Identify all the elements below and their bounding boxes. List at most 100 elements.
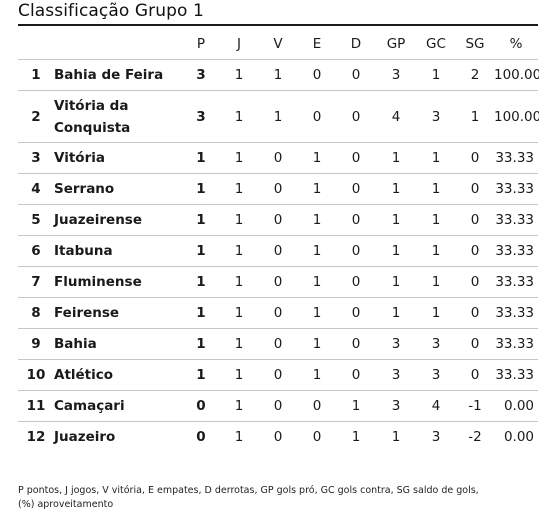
draws-cell: 0 [312,398,322,414]
percentage-cell: 33.33 [495,305,534,321]
team-name: Camaçari [54,398,125,414]
points-cell: 1 [196,212,206,228]
header-sg: SG [465,35,485,52]
losses-cell: 0 [351,305,361,321]
goal-diff-cell: 0 [470,336,480,352]
draws-cell: 0 [312,108,322,125]
goal-diff-cell: -2 [468,429,482,446]
wins-cell: 0 [273,429,283,446]
goals-for-cell: 3 [391,367,401,383]
goals-for-cell: 1 [391,181,401,197]
wins-cell: 1 [273,67,283,83]
percentage-cell: 33.33 [495,243,534,259]
table-row: 8 Feirense 1 1 0 1 0 1 1 0 33.33 [18,297,538,329]
wins-cell: 0 [273,243,283,259]
percentage-cell: 33.33 [495,181,534,197]
draws-cell: 1 [312,305,322,321]
table-row: 7 Fluminense 1 1 0 1 0 1 1 0 33.33 [18,266,538,298]
position-cell: 2 [31,108,41,125]
table-row: 2 Vitória da Conquista 3 1 1 0 0 4 3 1 1… [18,90,539,143]
points-cell: 1 [196,305,206,321]
table-title: Classificação Grupo 1 [18,1,204,21]
wins-cell: 1 [273,108,283,125]
percentage-cell: 33.33 [495,274,534,290]
header-gc: GC [426,35,446,52]
draws-cell: 1 [312,367,322,383]
header-gp: GP [386,35,406,52]
position-cell: 12 [26,429,46,446]
percentage-cell: 0.00 [503,398,534,414]
points-cell: 1 [196,336,206,352]
table-row: 5 Juazeirense 1 1 0 1 0 1 1 0 33.33 [18,204,538,236]
games-cell: 1 [234,429,244,446]
goals-for-cell: 4 [391,108,401,125]
team-name: Atlético [54,367,114,383]
games-cell: 1 [234,212,244,228]
position-cell: 3 [31,150,41,166]
draws-cell: 1 [312,336,322,352]
standings-table: P J V E D GP GC SG % 1 Bahia de Feira 3 … [18,28,539,453]
goals-against-cell: 3 [431,429,441,446]
team-name: Itabuna [54,243,113,259]
games-cell: 1 [234,274,244,290]
percentage-cell: 100.00 [494,108,539,125]
position-cell: 5 [31,212,41,228]
games-cell: 1 [234,367,244,383]
goal-diff-cell: 0 [470,243,480,259]
goal-diff-cell: 0 [470,274,480,290]
goals-for-cell: 3 [391,67,401,83]
goals-for-cell: 3 [391,398,401,414]
goals-against-cell: 1 [431,212,441,228]
position-cell: 8 [31,305,41,321]
position-cell: 9 [31,336,41,352]
table-row: 9 Bahia 1 1 0 1 0 3 3 0 33.33 [18,328,538,360]
games-cell: 1 [234,181,244,197]
goals-against-cell: 1 [431,181,441,197]
team-name: Vitória da Conquista [54,97,131,136]
header-p: P [196,35,206,52]
points-cell: 1 [196,243,206,259]
games-cell: 1 [234,398,244,414]
wins-cell: 0 [273,398,283,414]
goals-for-cell: 1 [391,305,401,321]
losses-cell: 0 [351,367,361,383]
team-name: Bahia de Feira [54,67,164,83]
games-cell: 1 [234,305,244,321]
position-cell: 10 [26,367,46,383]
percentage-cell: 33.33 [495,367,534,383]
goal-diff-cell: 0 [470,367,480,383]
losses-cell: 0 [351,274,361,290]
draws-cell: 1 [312,212,322,228]
points-cell: 1 [196,181,206,197]
table-row: 3 Vitória 1 1 0 1 0 1 1 0 33.33 [18,142,538,174]
goals-against-cell: 3 [431,336,441,352]
points-cell: 1 [196,367,206,383]
points-cell: 3 [196,67,206,83]
goal-diff-cell: 0 [470,181,480,197]
wins-cell: 0 [273,305,283,321]
percentage-cell: 33.33 [495,150,534,166]
draws-cell: 1 [312,181,322,197]
header-e: E [312,35,322,52]
percentage-cell: 33.33 [495,336,534,352]
position-cell: 1 [31,67,41,83]
draws-cell: 0 [312,67,322,83]
goals-for-cell: 1 [391,429,401,446]
games-cell: 1 [234,108,244,125]
games-cell: 1 [234,336,244,352]
table-row: 1 Bahia de Feira 3 1 1 0 0 3 1 2 100.00 [18,59,539,91]
percentage-cell: 100.00 [494,67,539,83]
goals-for-cell: 1 [391,243,401,259]
percentage-cell: 33.33 [495,212,534,228]
goals-against-cell: 1 [431,243,441,259]
team-name: Vitória [54,150,105,166]
team-name: Juazeirense [54,212,143,228]
goal-diff-cell: -1 [468,398,482,414]
table-row: 4 Serrano 1 1 0 1 0 1 1 0 33.33 [18,173,538,205]
team-name: Bahia [54,336,97,352]
losses-cell: 0 [351,336,361,352]
losses-cell: 0 [351,212,361,228]
team-name: Serrano [54,181,115,197]
goals-for-cell: 1 [391,150,401,166]
header-j: J [237,35,241,52]
